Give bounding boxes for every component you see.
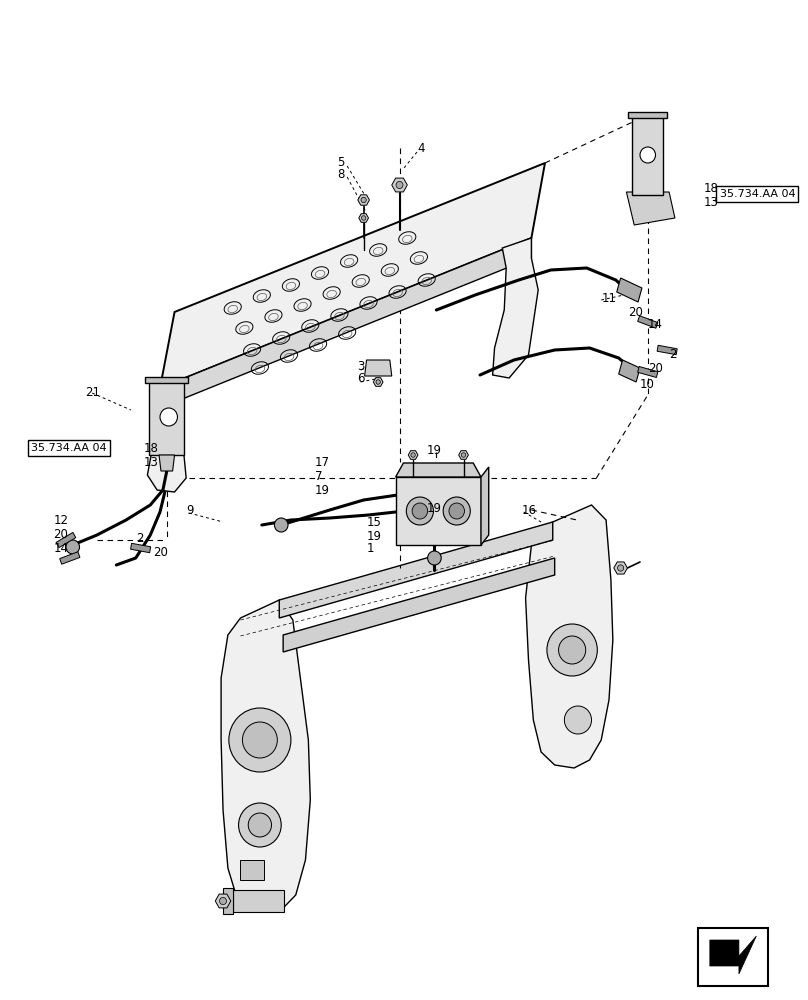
Circle shape <box>376 380 381 384</box>
Polygon shape <box>392 178 407 192</box>
Polygon shape <box>149 380 184 455</box>
Polygon shape <box>215 894 231 908</box>
Circle shape <box>547 624 597 676</box>
Polygon shape <box>60 552 80 564</box>
Circle shape <box>66 540 79 554</box>
Circle shape <box>412 503 427 519</box>
Text: 18: 18 <box>144 442 158 454</box>
Text: 6: 6 <box>357 372 364 385</box>
Circle shape <box>640 147 655 163</box>
Text: 19: 19 <box>315 484 330 496</box>
Polygon shape <box>359 214 368 222</box>
Text: 35.734.AA 04: 35.734.AA 04 <box>31 443 107 453</box>
Circle shape <box>411 453 415 457</box>
Polygon shape <box>459 451 469 459</box>
Circle shape <box>617 565 624 571</box>
Circle shape <box>406 497 433 525</box>
Text: 11: 11 <box>601 292 617 304</box>
Polygon shape <box>396 463 481 477</box>
Polygon shape <box>638 316 658 328</box>
Text: 21: 21 <box>86 385 100 398</box>
Text: 14: 14 <box>648 318 663 332</box>
Polygon shape <box>638 367 658 377</box>
Text: 13: 13 <box>144 456 158 468</box>
Circle shape <box>361 216 366 220</box>
Polygon shape <box>614 562 627 574</box>
Polygon shape <box>160 163 545 388</box>
Circle shape <box>558 636 586 664</box>
Circle shape <box>361 197 366 203</box>
Text: 12: 12 <box>53 514 69 526</box>
Text: 14: 14 <box>53 542 69 554</box>
Text: 16: 16 <box>522 504 537 516</box>
Polygon shape <box>358 195 369 205</box>
Circle shape <box>238 803 281 847</box>
Polygon shape <box>147 388 186 492</box>
Polygon shape <box>280 522 553 618</box>
Circle shape <box>160 408 178 426</box>
Text: 20: 20 <box>154 546 168 558</box>
Circle shape <box>242 722 277 758</box>
Polygon shape <box>223 888 233 914</box>
Polygon shape <box>525 505 612 768</box>
Text: 19: 19 <box>367 530 381 542</box>
Text: 18: 18 <box>704 182 719 194</box>
Text: 19: 19 <box>427 502 442 514</box>
Polygon shape <box>233 890 284 912</box>
Polygon shape <box>160 238 532 408</box>
Text: 17: 17 <box>315 456 330 468</box>
Polygon shape <box>629 112 667 118</box>
Polygon shape <box>364 360 392 376</box>
Text: 3: 3 <box>357 360 364 373</box>
Polygon shape <box>373 378 383 386</box>
Text: 35.734.AA 04: 35.734.AA 04 <box>720 189 795 199</box>
Text: 9: 9 <box>186 504 194 516</box>
Polygon shape <box>221 600 310 912</box>
Circle shape <box>449 503 465 519</box>
Text: 20: 20 <box>629 306 643 318</box>
Bar <box>698 928 768 986</box>
Polygon shape <box>481 467 489 545</box>
Polygon shape <box>493 238 538 378</box>
Circle shape <box>248 813 271 837</box>
Text: 7: 7 <box>315 470 322 483</box>
Circle shape <box>443 497 470 525</box>
Circle shape <box>427 551 441 565</box>
Polygon shape <box>619 360 640 382</box>
Circle shape <box>275 518 288 532</box>
Text: 20: 20 <box>53 528 68 540</box>
Text: 2: 2 <box>136 532 143 544</box>
Text: 4: 4 <box>417 141 424 154</box>
Circle shape <box>229 708 291 772</box>
Bar <box>241 860 263 880</box>
Circle shape <box>564 706 591 734</box>
Text: 1: 1 <box>367 542 374 554</box>
Polygon shape <box>709 936 756 974</box>
Polygon shape <box>145 377 188 383</box>
Polygon shape <box>283 558 554 652</box>
Circle shape <box>220 897 226 905</box>
Polygon shape <box>396 477 481 545</box>
Text: 10: 10 <box>640 378 654 391</box>
Polygon shape <box>657 345 677 355</box>
Polygon shape <box>617 278 642 302</box>
Polygon shape <box>159 455 175 471</box>
Text: 20: 20 <box>648 361 663 374</box>
Circle shape <box>461 453 465 457</box>
Text: 8: 8 <box>338 167 345 180</box>
Text: 19: 19 <box>427 444 442 456</box>
Polygon shape <box>131 543 150 553</box>
Text: 2: 2 <box>669 349 676 361</box>
Text: 5: 5 <box>338 155 345 168</box>
Polygon shape <box>626 192 675 225</box>
Circle shape <box>396 181 403 189</box>
Polygon shape <box>56 532 76 548</box>
Text: 13: 13 <box>704 196 719 209</box>
Polygon shape <box>408 451 418 459</box>
Polygon shape <box>632 115 663 195</box>
Text: 15: 15 <box>367 516 381 528</box>
